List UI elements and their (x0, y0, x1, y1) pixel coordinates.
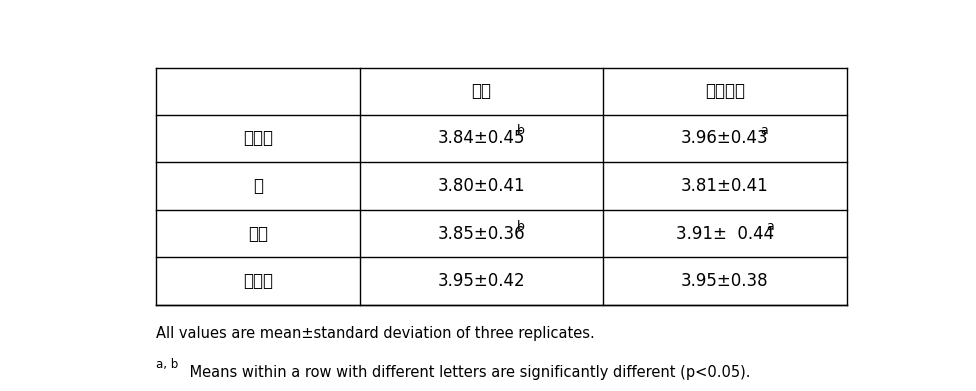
Text: a: a (760, 124, 768, 137)
Text: 3.96±0.43: 3.96±0.43 (681, 129, 769, 147)
Text: 3.80±0.41: 3.80±0.41 (437, 177, 525, 195)
Text: 조직감: 조직감 (243, 272, 273, 290)
Text: 3.84±0.45: 3.84±0.45 (437, 129, 525, 147)
Text: All values are mean±standard deviation of three replicates.: All values are mean±standard deviation o… (156, 326, 594, 341)
Text: Means within a row with different letters are significantly different (p<0.05).: Means within a row with different letter… (184, 365, 751, 380)
Text: 3.91±  0.44: 3.91± 0.44 (675, 224, 774, 242)
Text: 후추: 후추 (471, 83, 492, 100)
Text: 전반맛: 전반맛 (243, 129, 273, 147)
Text: 풍미: 풍미 (248, 224, 267, 242)
Text: 3.81±0.41: 3.81±0.41 (681, 177, 769, 195)
Text: 3.95±0.42: 3.95±0.42 (437, 272, 525, 290)
Text: 고추가루: 고추가루 (705, 83, 745, 100)
Text: b: b (516, 124, 524, 137)
Text: 3.85±0.36: 3.85±0.36 (437, 224, 525, 242)
Text: a: a (766, 220, 774, 233)
Text: 3.95±0.38: 3.95±0.38 (681, 272, 769, 290)
Text: b: b (516, 220, 524, 233)
Text: a, b: a, b (156, 358, 179, 371)
Text: 색: 색 (253, 177, 263, 195)
